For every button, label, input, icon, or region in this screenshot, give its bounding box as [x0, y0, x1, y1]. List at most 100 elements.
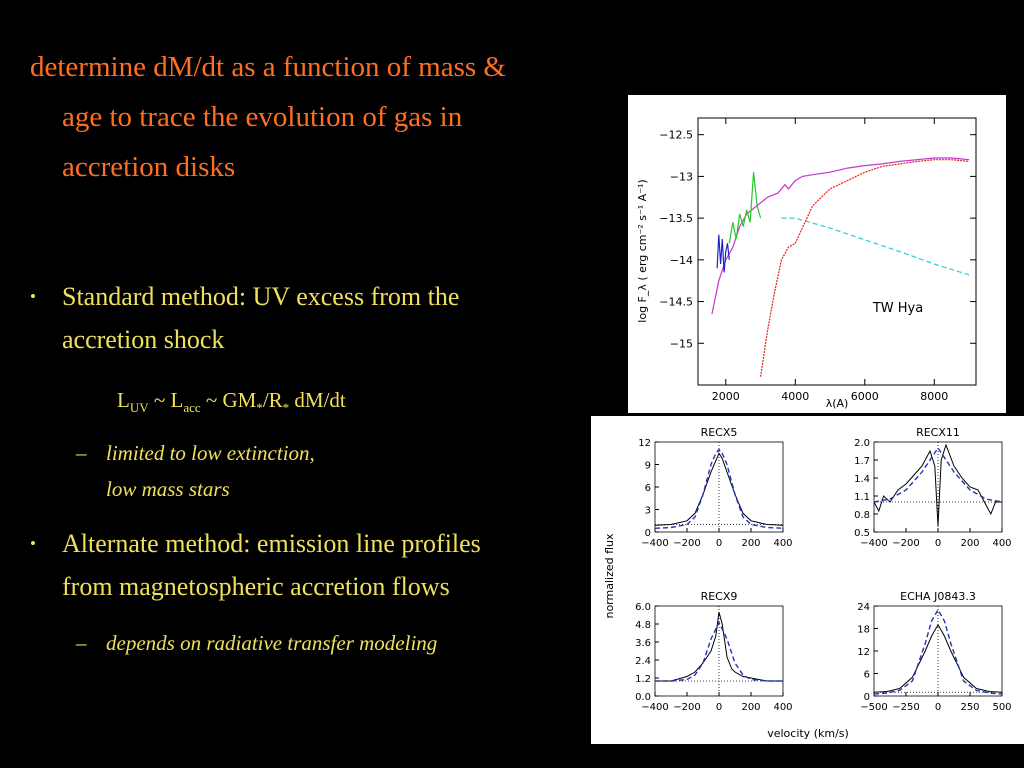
profile-x-tick-label: 0: [716, 538, 722, 549]
profile-y-tick-label: 2.4: [635, 656, 651, 667]
profile-x-tick-label: 0: [716, 702, 722, 713]
spectrum-series-3: [781, 217, 970, 276]
spectrum-series-4: [760, 159, 970, 377]
line-profiles-chart: RECX5 −400 −200 0 200 400 0 3 6 9 12 RECX11 −400 −200…: [603, 426, 1012, 740]
profile-x-tick-label: 500: [992, 702, 1011, 713]
profile-x-tick-label: 400: [773, 538, 792, 549]
subbullet-2-text: depends on radiative transfer modeling: [106, 631, 438, 655]
subbullet-1-line-1: limited to low extinction,: [106, 441, 315, 465]
profile-y-tick-label: 0: [645, 528, 651, 539]
eq-acc-sub: acc: [183, 400, 201, 416]
y-tick-label: −14.5: [659, 296, 693, 309]
profile-x-tick-label: 200: [960, 538, 979, 549]
bullet-1-line-1: Standard method: UV excess from the: [62, 282, 460, 311]
x-tick-label: 8000: [920, 390, 948, 403]
model-profile: [654, 448, 784, 529]
eq-r: /R: [262, 388, 283, 412]
y-tick-label: −14: [670, 254, 693, 267]
profile-y-tick-label: 3: [645, 506, 651, 517]
profile-x-tick-label: 400: [773, 702, 792, 713]
profile-panel-title: RECX9: [701, 590, 738, 603]
spectrum-chart: 2000 4000 6000 8000 −12.5 −13 −13.5 −14 −14.5 −15…: [636, 117, 977, 410]
profile-x-tick-label: −400: [860, 538, 887, 549]
luminosity-equation: LUV ~ Lacc ~ GM*/R* dM/dt: [117, 388, 346, 416]
model-profile: [873, 446, 1003, 503]
profile-y-tick-label: 0.5: [854, 528, 870, 539]
spectrum-series-1: [716, 234, 730, 273]
profile-x-tick-label: −400: [641, 702, 668, 713]
profile-x-tick-label: 400: [992, 538, 1011, 549]
bullet-alternate-method: • Alternate method: emission line profil…: [30, 522, 602, 608]
profile-y-tick-label: 12: [857, 647, 870, 658]
spectrum-series-0: [711, 157, 970, 315]
model-profile: [873, 608, 1003, 695]
eq-dmdt: dM/dt: [289, 388, 346, 412]
observed-profile: [654, 452, 784, 526]
model-profile: [655, 620, 783, 682]
x-axis-label: λ(A): [826, 397, 849, 410]
bullet-2-line-2: from magnetospheric accretion flows: [62, 572, 450, 601]
eq-l: L: [117, 388, 130, 412]
spectrum-chart-panel: 2000 4000 6000 8000 −12.5 −13 −13.5 −14 −14.5 −15…: [628, 95, 1006, 413]
y-tick-label: −12.5: [659, 129, 693, 142]
profile-x-tick-label: 200: [741, 538, 760, 549]
profiles-chart-panel: RECX5 −400 −200 0 200 400 0 3 6 9 12 RECX11 −400 −200…: [591, 416, 1024, 744]
eq-star-sub-1: *: [256, 400, 263, 416]
profile-y-tick-label: 6: [864, 670, 870, 681]
spectrum-series-2: [728, 172, 762, 244]
bullet-1-line-2: accretion shock: [62, 325, 225, 354]
profile-x-tick-label: −400: [641, 538, 668, 549]
profile-y-tick-label: 4.8: [635, 620, 651, 631]
eq-gm: ~ GM: [200, 388, 257, 412]
y-tick-label: −13: [670, 170, 693, 183]
velocity-axis-label: velocity (km/s): [767, 727, 849, 740]
y-tick-label: −13.5: [659, 212, 693, 225]
eq-lacc: ~ L: [148, 388, 184, 412]
dash-icon: –: [76, 631, 87, 655]
tw-hya-annotation: TW Hya: [872, 301, 923, 316]
observed-profile: [873, 623, 1003, 693]
profile-x-tick-label: −200: [673, 538, 700, 549]
title-line-1: determine dM/dt as a function of mass &: [30, 51, 506, 83]
profile-x-tick-label: −250: [892, 702, 919, 713]
normalized-flux-label: normalized flux: [603, 533, 616, 619]
profile-y-tick-label: 0.0: [635, 692, 651, 703]
profile-x-tick-label: 0: [935, 538, 941, 549]
spectrum-axes-frame: [697, 117, 977, 386]
bullet-standard-method: • Standard method: UV excess from the ac…: [30, 275, 602, 361]
profile-panel-title: ECHA J0843.3: [900, 590, 976, 603]
bullet-2-line-1: Alternate method: emission line profiles: [62, 529, 481, 558]
x-tick-label: 6000: [851, 390, 879, 403]
profile-y-tick-label: 0.8: [854, 510, 870, 521]
y-tick-label: −15: [670, 337, 693, 350]
subbullet-1-line-2: low mass stars: [106, 477, 230, 501]
profile-x-tick-label: −200: [892, 538, 919, 549]
y-axis-label: log F_λ ( erg cm⁻² s⁻¹ A⁻¹): [636, 179, 649, 322]
eq-star-sub-2: *: [282, 400, 290, 416]
profile-y-tick-label: 9: [645, 461, 651, 472]
profile-panel-title: RECX5: [701, 426, 738, 439]
x-tick-label: 4000: [781, 390, 809, 403]
profile-y-tick-label: 1.2: [635, 674, 651, 685]
profile-x-tick-label: −200: [673, 702, 700, 713]
profile-y-tick-label: 1.4: [854, 474, 870, 485]
eq-uv-sub: UV: [129, 400, 149, 416]
subbullet-radiative: – depends on radiative transfer modeling: [76, 625, 576, 661]
title-line-3: accretion disks: [62, 151, 236, 183]
profile-y-tick-label: 2.0: [854, 438, 870, 449]
profile-y-tick-label: 3.6: [635, 638, 651, 649]
profile-y-tick-label: 1.1: [854, 492, 870, 503]
profile-y-tick-label: 24: [857, 602, 870, 613]
profile-y-tick-label: 1.7: [854, 456, 870, 467]
bullet-icon: •: [30, 534, 36, 553]
subbullet-limited: – limited to low extinction, low mass st…: [76, 435, 566, 507]
profile-y-tick-label: 6.0: [635, 602, 651, 613]
dash-icon: –: [76, 441, 87, 465]
title-line-2: age to trace the evolution of gas in: [62, 101, 463, 133]
profile-x-tick-label: 0: [935, 702, 941, 713]
bullet-icon: •: [30, 287, 36, 306]
profile-x-tick-label: 200: [741, 702, 760, 713]
profile-y-tick-label: 6: [645, 483, 651, 494]
profile-x-tick-label: −500: [860, 702, 887, 713]
profile-x-tick-label: 250: [960, 702, 979, 713]
